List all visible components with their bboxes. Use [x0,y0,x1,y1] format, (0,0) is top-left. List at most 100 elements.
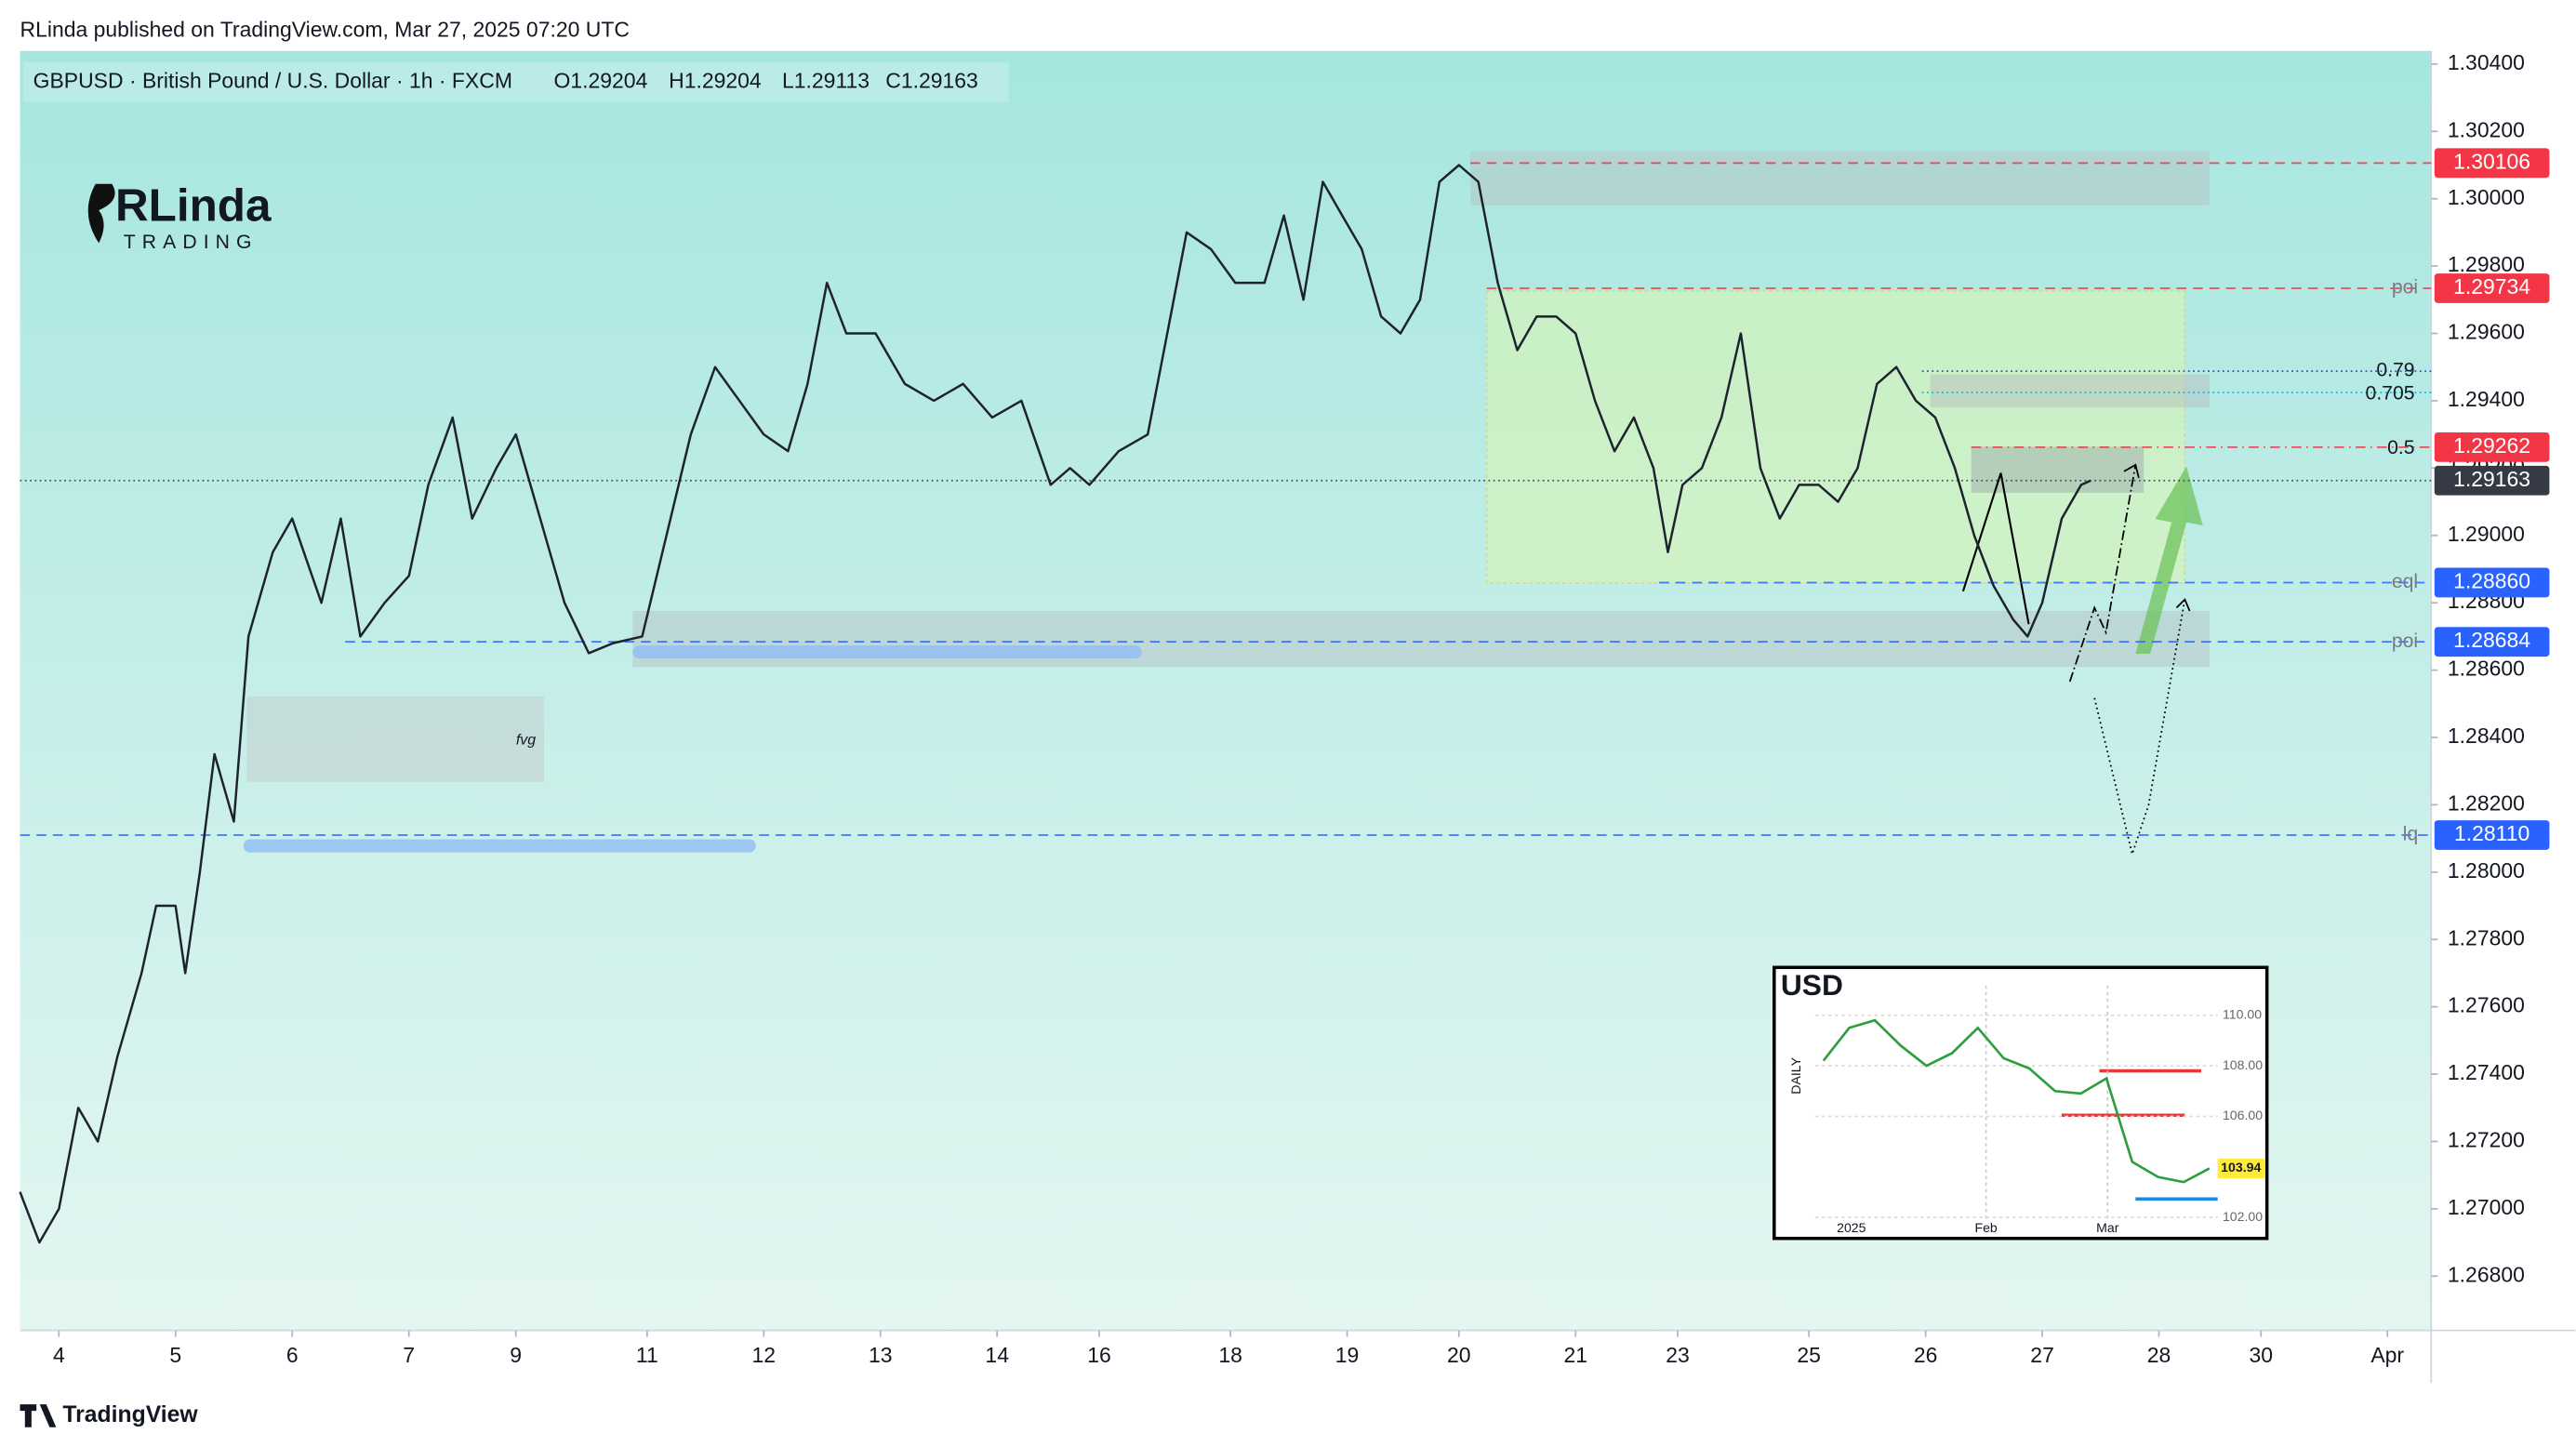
ohlc-low: L1.29113 [782,68,870,92]
supply-zone [1470,151,2210,206]
x-tick-label: 12 [752,1343,777,1367]
x-tick-label: 11 [636,1343,658,1367]
liquidity-bar [632,645,1142,659]
publisher-line: RLinda published on TradingView.com, Mar… [20,18,630,42]
arrow-head [2123,463,2140,479]
liquidity-bar [243,839,756,853]
level-tag: lq [2403,824,2418,845]
fib-zone [1930,374,2210,408]
footer-brand: TradingView [62,1402,198,1427]
level-tag: eql [2392,571,2418,592]
x-tick-label: 26 [1914,1343,1938,1367]
y-tick-label: 1.27000 [2448,1195,2525,1219]
x-tick-label: 20 [1447,1343,1471,1367]
drawings: fvg 0.79 0.705 0.5 [243,151,2432,857]
symbol-title: GBPUSD · British Pound / U.S. Dollar · 1… [33,68,512,92]
x-tick-label: 9 [510,1343,522,1367]
projection-path [2093,599,2186,857]
inset-y-label: 108.00 [2223,1057,2263,1072]
y-tick-label: 1.30000 [2448,185,2525,209]
arrow-head [2175,598,2191,612]
inset-x-label: 2025 [1837,1220,1866,1235]
y-tick-label: 1.28000 [2448,858,2525,883]
price-tag [2434,273,2550,303]
x-tick-label: 5 [169,1343,181,1367]
y-tick-label: 1.27400 [2448,1060,2525,1084]
logo-tagline: TRADING [124,232,259,253]
level-tag: poi [2392,631,2418,652]
logo-name: RLinda [115,179,272,231]
price-tag [2434,465,2550,496]
projection-path [2068,464,2137,683]
ohlc-high: H1.29204 [669,68,762,92]
x-tick-label: 7 [403,1343,415,1367]
x-tick-label: 25 [1797,1343,1821,1367]
x-tick-label: 30 [2250,1343,2274,1367]
price-tag [2434,432,2550,462]
price-tag-label: 1.28860 [2453,569,2530,593]
price-tag [2434,148,2550,179]
fvg-label: fvg [516,733,536,749]
price-tag-label: 1.29163 [2453,467,2530,491]
y-tick-label: 1.29600 [2448,320,2525,344]
inset-title: USD [1781,968,1843,1002]
inset-x-label: Mar [2096,1220,2119,1235]
y-tick-label: 1.27600 [2448,993,2525,1017]
y-tick-label: 1.28200 [2448,790,2525,815]
logo-icon [87,183,115,244]
price-tag-label: 1.29734 [2453,274,2530,299]
price-tag-label: 1.29262 [2453,433,2530,458]
inset-last-tag [2217,1158,2265,1179]
y-tick-label: 1.29800 [2448,252,2525,276]
y-tick-label: 1.26800 [2448,1262,2525,1286]
inset-y-label: 102.00 [2223,1209,2263,1224]
inset-y-label: 110.00 [2223,1007,2262,1022]
inset-y-label: 106.00 [2223,1108,2263,1122]
fib-label: 0.79 [2376,360,2414,381]
inset-frame [1773,965,2269,1241]
inset-axis-label: DAILY [1788,1056,1803,1094]
x-tick-label: 21 [1563,1343,1587,1367]
price-tag-label: 1.28684 [2453,628,2530,652]
y-tick-label: 1.27200 [2448,1128,2525,1152]
y-tick-label: 1.27800 [2448,925,2525,949]
x-tick-label: 23 [1666,1343,1690,1367]
x-tick-label: 28 [2147,1343,2171,1367]
inset-line [1822,1018,2211,1184]
price-tag-label: 1.30106 [2453,149,2530,173]
legend-bg [23,62,1009,102]
ohlc-close: C1.29163 [885,68,978,92]
price-tag [2434,820,2550,850]
x-tick-label: Apr [2370,1343,2404,1367]
price-tag [2434,567,2550,598]
inset-last-label: 103.94 [2221,1160,2261,1175]
usd-inset: USD DAILY 2025 Feb Mar 110.00 108.00 106.0… [1773,965,2269,1241]
inset-x-label: Feb [1974,1220,1997,1235]
x-tick-label: 14 [985,1343,1009,1367]
x-tick-label: 4 [53,1343,65,1367]
levels: poi eql poi lq [20,162,2432,845]
y-tick-label: 1.30400 [2448,50,2525,74]
y-tick-label: 1.28600 [2448,657,2525,681]
price-series [19,164,2091,1244]
fvg-box [246,696,544,782]
x-tick-label: 27 [2030,1343,2054,1367]
ohlc-open: O1.29204 [554,68,648,92]
fib-label: 0.705 [2366,382,2415,404]
bullish-arrow [2135,466,2203,654]
x-tick-label: 19 [1335,1343,1360,1367]
level-tag: poi [2392,277,2418,299]
axes: 1.30400 1.30200 1.30000 1.29800 1.29600 1.294… [53,50,2550,1367]
footer-logo [20,1404,57,1427]
y-tick-label: 1.29000 [2448,522,2525,546]
logo: RLinda TRADING [87,179,272,253]
x-tick-label: 16 [1087,1343,1111,1367]
y-tick-label: 1.29400 [2448,387,2525,411]
swing-path [1961,472,2030,625]
range-box [1485,289,2186,584]
x-tick-label: 13 [869,1343,893,1367]
price-tag [2434,627,2550,657]
price-tag-label: 1.28110 [2454,821,2530,845]
